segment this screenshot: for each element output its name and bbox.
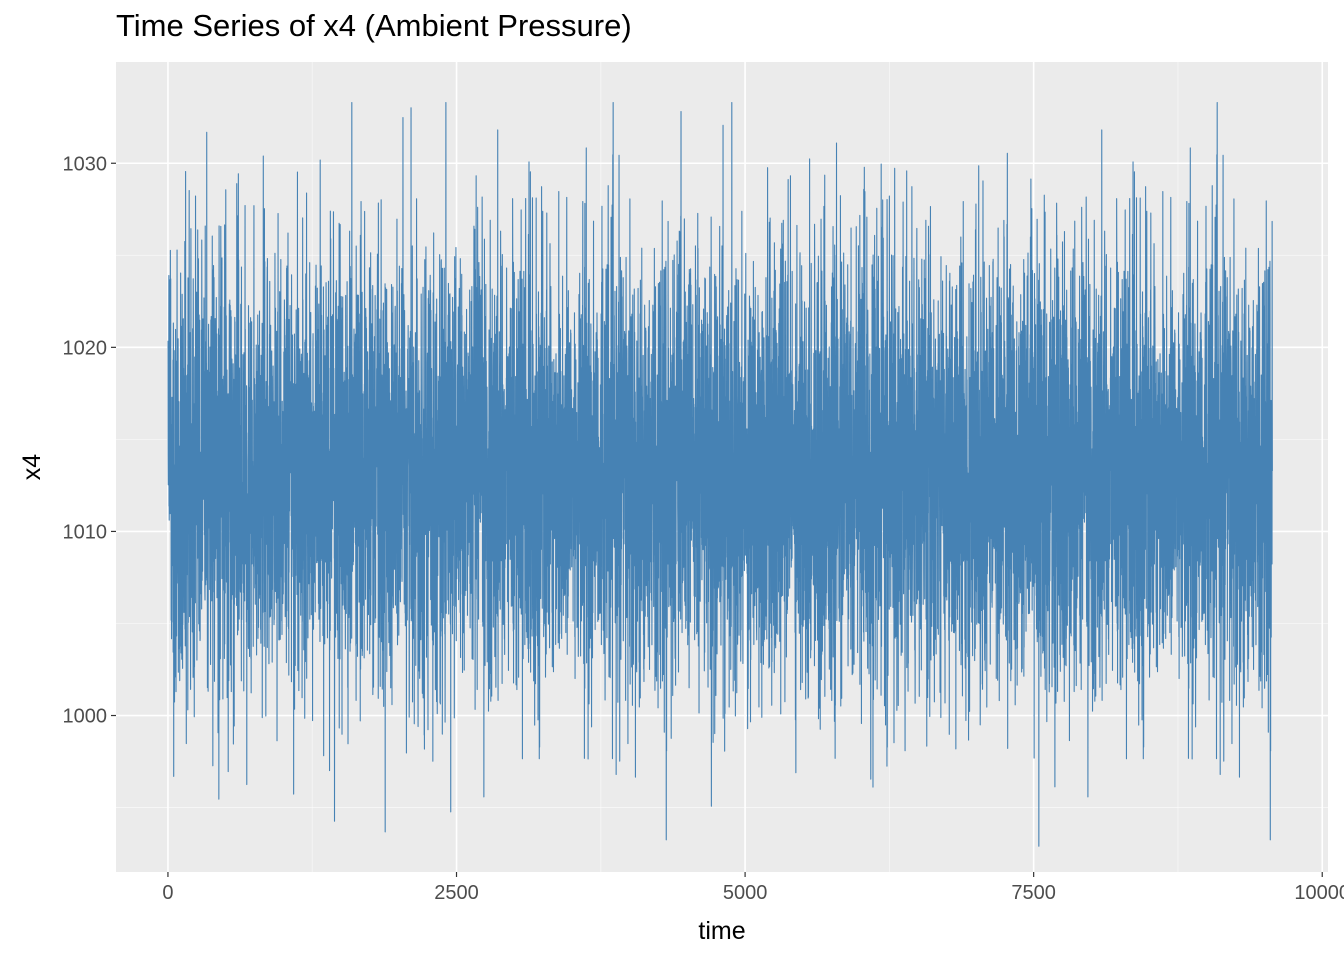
y-tick-label: 1020 [63,337,108,359]
x-tick-label: 0 [162,882,173,904]
y-tick-label: 1000 [63,706,108,728]
x-tick-label: 7500 [1011,882,1056,904]
y-axis-title: x4 [18,454,46,481]
x-tick-label: 5000 [723,882,768,904]
y-tick-label: 1030 [63,153,108,175]
y-tick-label: 1010 [63,521,108,543]
x-axis-ticks: 0 2500 5000 7500 10000 [162,872,1344,904]
x-axis-title: time [698,917,745,945]
series-line [167,101,1273,847]
y-axis-ticks: 1000 1010 1020 1030 [63,153,116,728]
series-x4 [167,101,1273,847]
x-tick-label: 2500 [434,882,479,904]
chart-title: Time Series of x4 (Ambient Pressure) [116,8,632,43]
x-tick-label: 10000 [1294,882,1344,904]
